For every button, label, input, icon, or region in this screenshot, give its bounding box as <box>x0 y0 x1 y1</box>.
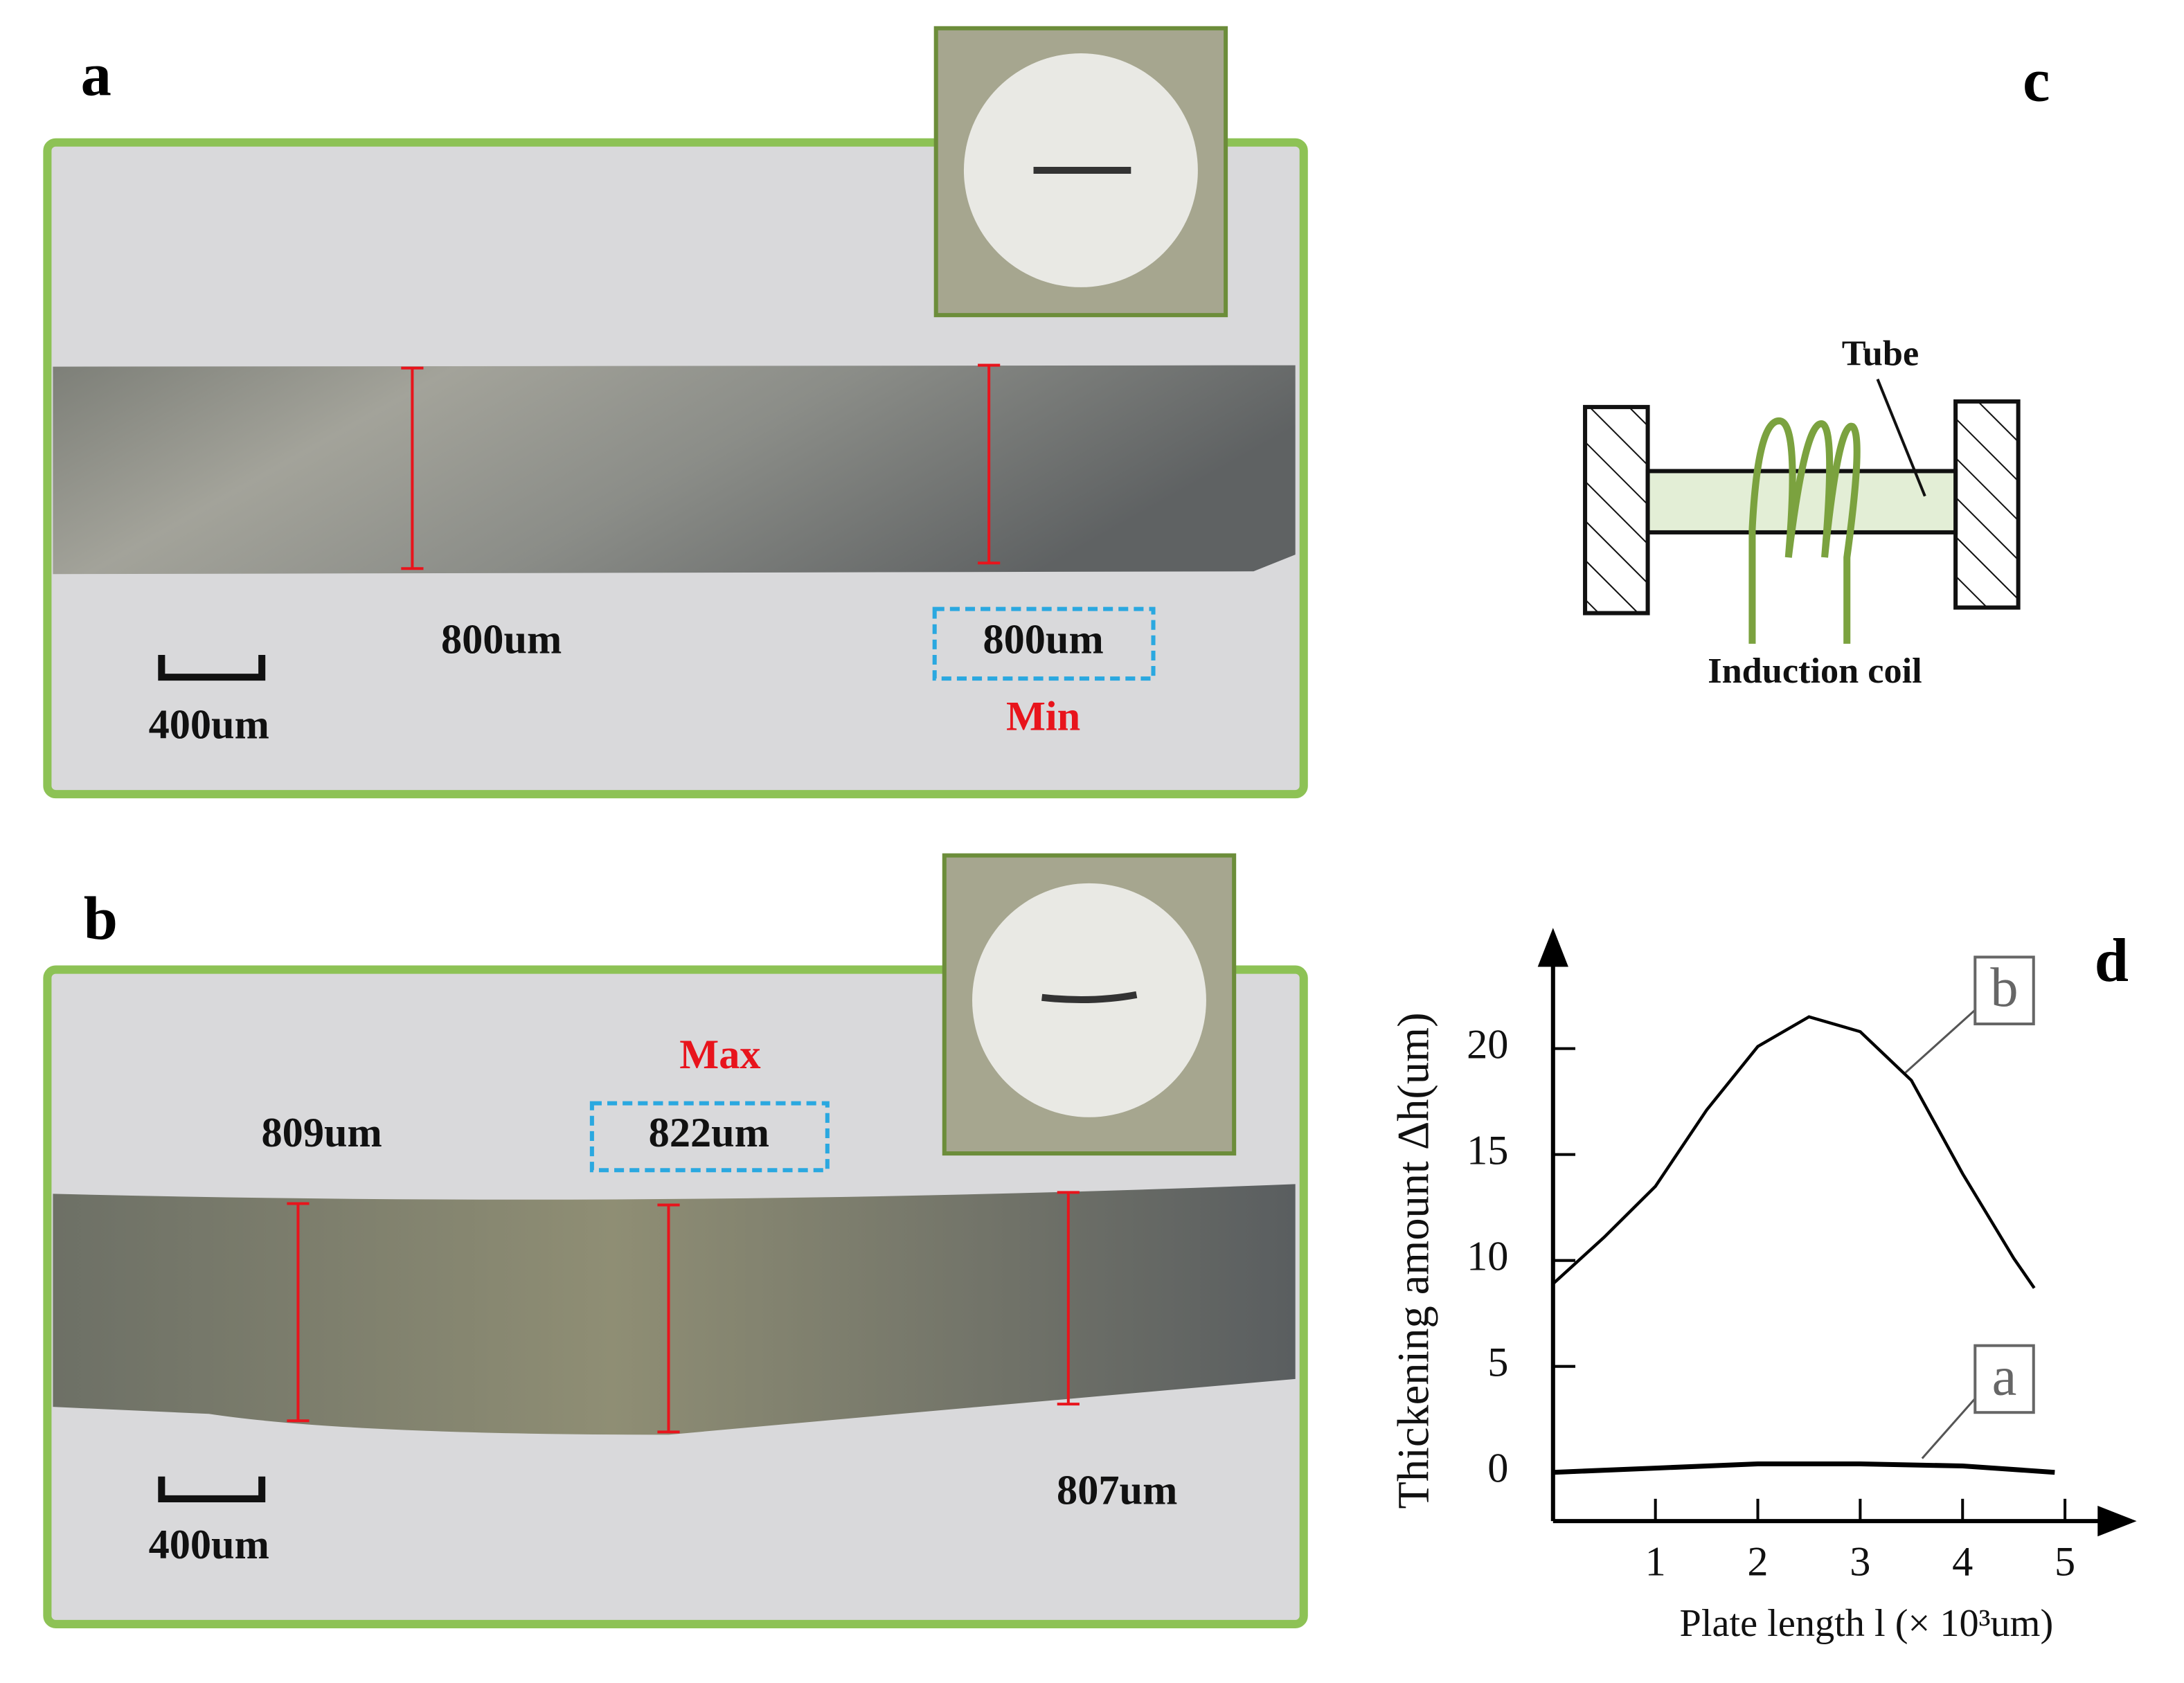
y-tick-label: 15 <box>1467 1128 1508 1174</box>
panel-a: a 800um 800um Min 400um <box>43 26 1308 799</box>
panel-letter: d <box>2095 927 2129 995</box>
x-axis-label: Plate length l (× 10³um) <box>1680 1602 2054 1645</box>
y-tick-label: 5 <box>1487 1340 1508 1386</box>
y-axis-arrow <box>1537 928 1568 967</box>
metal-strip <box>53 1184 1296 1435</box>
legend-leader <box>1904 1009 1976 1074</box>
panel-b: b Max 822um 809um 807um 400um <box>43 853 1308 1628</box>
legend-box <box>1973 955 2035 1026</box>
highlight-box <box>932 606 1156 681</box>
measure-label: 822um <box>649 1110 769 1156</box>
legend-leader <box>1921 1398 1976 1459</box>
measure-label: 800um <box>983 617 1103 663</box>
max-label: Max <box>679 1032 760 1078</box>
metal-strip <box>53 365 1296 575</box>
clamp <box>1953 399 2021 610</box>
y-tick-label: 10 <box>1467 1234 1508 1280</box>
highlight-box <box>589 1101 830 1173</box>
sample-strip <box>1041 991 1138 1004</box>
panel-letter: a <box>81 42 111 109</box>
panel-c: c Tube Induction coil <box>1583 47 2050 691</box>
x-tick-label: 4 <box>1952 1538 1973 1585</box>
tube-label: Tube <box>1842 334 1919 374</box>
min-label: Min <box>1006 693 1080 739</box>
induction-coil <box>1748 417 1861 644</box>
leader-line <box>1876 378 1926 497</box>
clamp <box>1583 404 1650 615</box>
measure-label: 807um <box>1057 1468 1177 1514</box>
y-axis-label: Thickening amount Δh(um) <box>1388 1012 1438 1509</box>
panel-letter: b <box>84 885 118 953</box>
legend-box <box>1973 1344 2035 1414</box>
y-tick-label: 0 <box>1487 1446 1508 1492</box>
x-tick-label: 1 <box>1645 1538 1666 1585</box>
series-line <box>1552 1015 2036 1289</box>
x-tick-label: 5 <box>2055 1538 2075 1585</box>
coil-label: Induction coil <box>1708 651 1922 691</box>
scale-label: 400um <box>149 701 269 748</box>
series-line <box>1552 1461 2055 1475</box>
x-axis-arrow <box>2097 1505 2137 1537</box>
x-tick-label: 3 <box>1850 1538 1870 1585</box>
y-tick-label: 20 <box>1467 1021 1508 1068</box>
x-tick-label: 2 <box>1747 1538 1768 1585</box>
panel-d-chart: 1 2 3 4 5 0 5 10 15 20 Plate length l (× 10³um) Thi… <box>1388 927 2137 1645</box>
measure-label: 800um <box>441 617 562 663</box>
scale-bar <box>158 1476 266 1502</box>
scale-bar <box>158 654 266 681</box>
measure-label: 809um <box>261 1110 382 1156</box>
legend-label: a <box>1992 1345 2017 1407</box>
panel-letter: c <box>2023 47 2050 115</box>
scale-label: 400um <box>149 1522 269 1568</box>
legend-label: b <box>1990 957 2018 1018</box>
